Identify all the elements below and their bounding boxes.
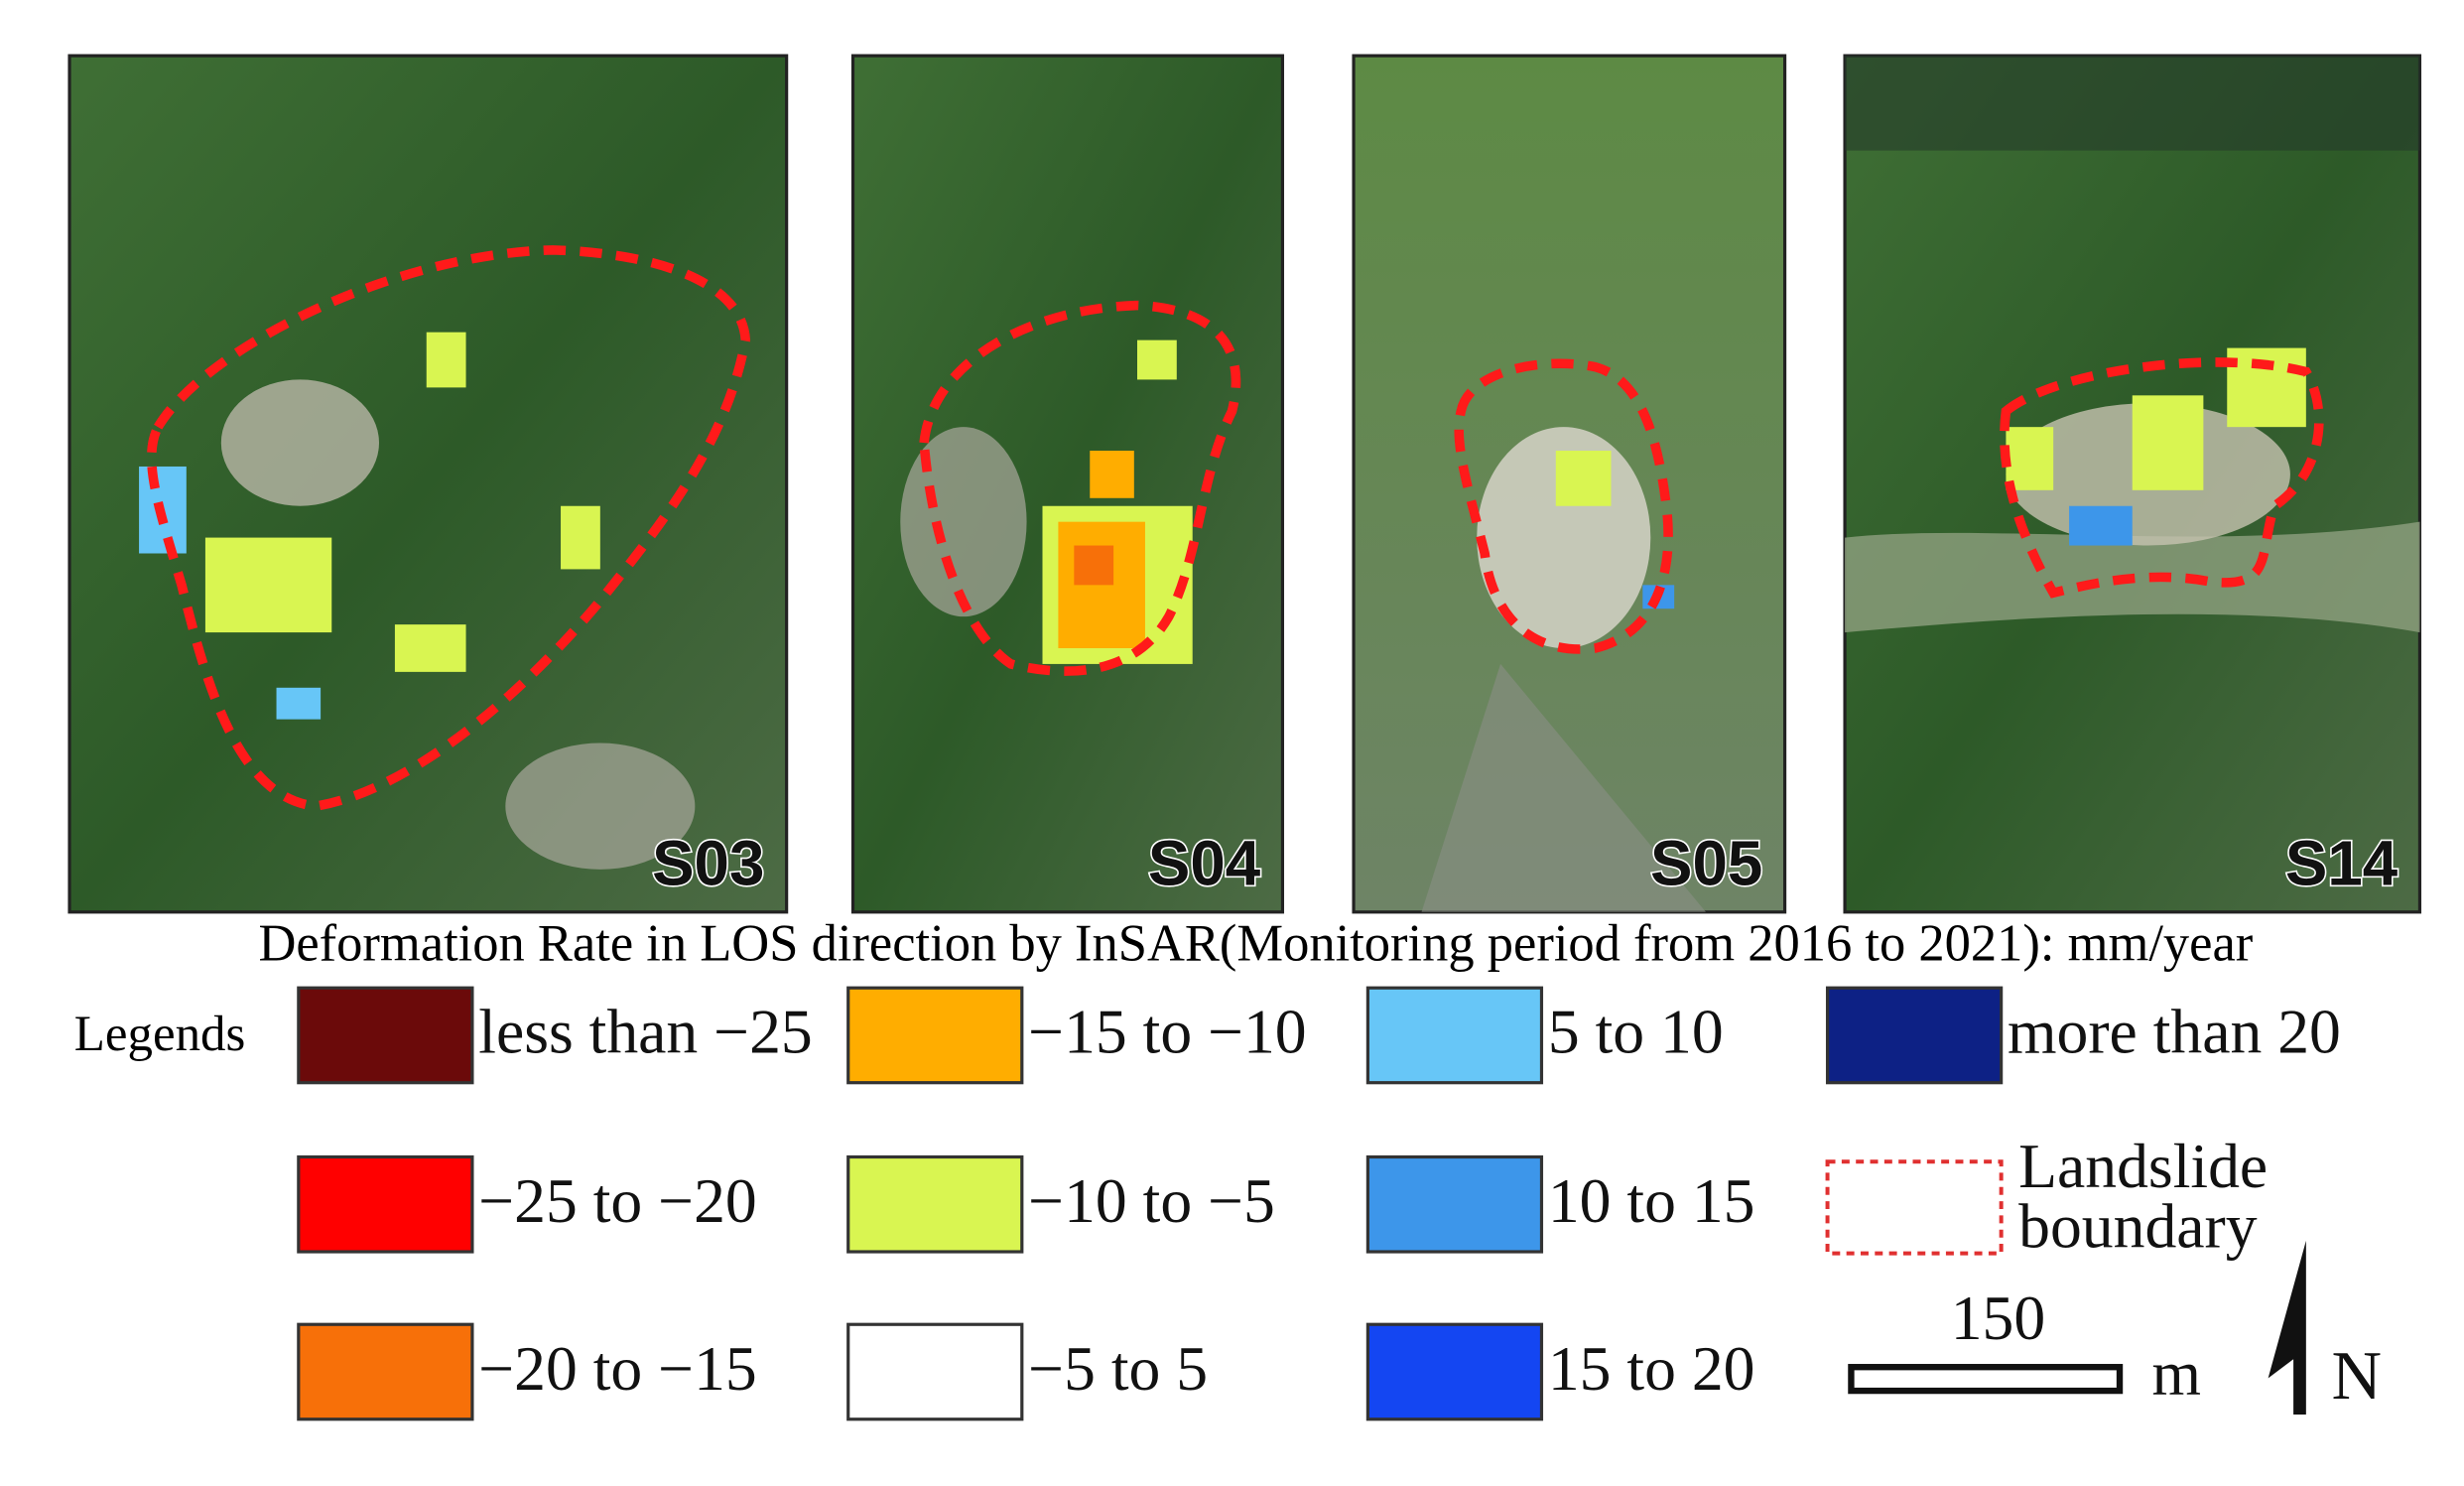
panel-label: S04 [1148,829,1261,899]
legend-swatch [1365,1154,1544,1254]
map-panel: S04 [850,54,1285,914]
panel-label: S05 [1650,829,1762,899]
legend-title: Legends [74,1007,246,1062]
legend-label: −5 to 5 [1028,1333,1208,1404]
panel-label: S03 [652,829,764,899]
legend-swatch [846,986,1024,1085]
legend-swatch [846,1154,1024,1254]
legend-label: boundary [2018,1191,2258,1262]
legend-label: 15 to 20 [1548,1333,1755,1404]
north-label: N [2331,1338,2382,1415]
map-panel: S14 [1843,54,2422,914]
legend-swatch [1365,986,1544,1085]
legend-swatch [297,1154,474,1254]
legend-swatch [846,1322,1024,1421]
legend-label: less than −25 [478,997,812,1067]
legend-label: 5 to 10 [1548,997,1724,1067]
legend: less than −25 −25 to −20 −20 to −15 −15 to … [297,986,2341,1421]
scale-distance: 150 [1951,1283,2045,1353]
legend-label: −25 to −20 [478,1165,756,1236]
map-panel: S03 [67,54,789,914]
panel-label: S14 [2285,829,2399,899]
caption: Deformation Rate in LOS direction by InS… [258,914,2253,972]
map-panel: S05 [1352,54,1787,914]
legend-label: −20 to −15 [478,1333,756,1404]
legend-label: 10 to 15 [1548,1165,1755,1236]
legend-swatch [297,986,474,1085]
scale-unit: m [2152,1338,2202,1409]
legend-label: Landslide [2018,1131,2268,1201]
legend-swatch [297,1322,474,1421]
legend-label: −15 to −10 [1028,997,1306,1067]
legend-label: more than 20 [2008,997,2341,1067]
north-arrow [2268,1240,2306,1415]
legend-swatch [1365,1322,1544,1421]
boundary-swatch [1825,1159,2004,1256]
legend-label: −10 to −5 [1028,1165,1275,1236]
scale-bar [1848,1364,2124,1395]
legend-swatch [1825,986,2004,1085]
